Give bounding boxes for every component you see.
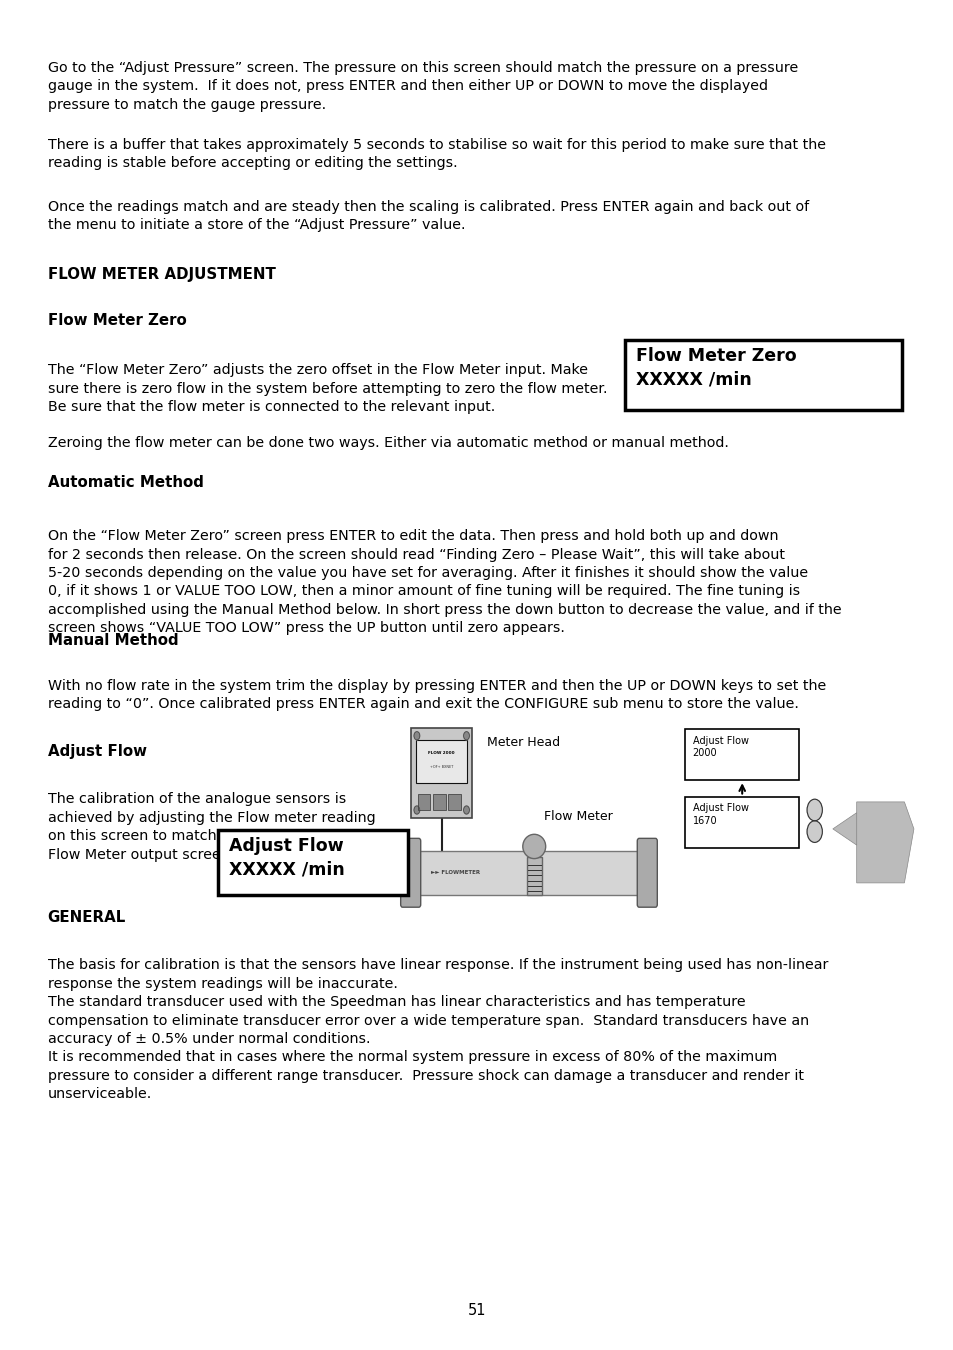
FancyBboxPatch shape	[400, 838, 420, 907]
Text: FLOW 2000: FLOW 2000	[428, 752, 455, 756]
Text: GENERAL: GENERAL	[48, 910, 126, 925]
Polygon shape	[832, 813, 856, 845]
Circle shape	[806, 799, 821, 821]
Text: Adjust Flow
XXXXX /min: Adjust Flow XXXXX /min	[229, 837, 344, 879]
Circle shape	[414, 806, 419, 814]
Text: Flow Meter Zero: Flow Meter Zero	[48, 313, 186, 328]
Text: Go to the “Adjust Pressure” screen. The pressure on this screen should match the: Go to the “Adjust Pressure” screen. The …	[48, 61, 797, 112]
FancyBboxPatch shape	[217, 830, 408, 895]
Text: Zeroing the flow meter can be done two ways. Either via automatic method or manu: Zeroing the flow meter can be done two w…	[48, 436, 728, 450]
Text: There is a buffer that takes approximately 5 seconds to stabilise so wait for th: There is a buffer that takes approximate…	[48, 138, 825, 170]
FancyBboxPatch shape	[684, 729, 799, 780]
Text: Manual Method: Manual Method	[48, 633, 178, 648]
FancyBboxPatch shape	[416, 850, 640, 895]
Text: Flow Meter Zero
XXXXX /min: Flow Meter Zero XXXXX /min	[636, 347, 796, 389]
Text: Adjust Flow
1670: Adjust Flow 1670	[692, 803, 748, 826]
Polygon shape	[856, 802, 913, 883]
FancyBboxPatch shape	[416, 740, 467, 783]
Circle shape	[463, 806, 469, 814]
Bar	[433, 794, 445, 810]
Text: Flow Meter: Flow Meter	[543, 810, 612, 824]
FancyBboxPatch shape	[637, 838, 657, 907]
Text: Automatic Method: Automatic Method	[48, 475, 203, 490]
FancyBboxPatch shape	[684, 796, 799, 848]
Text: With no flow rate in the system trim the display by pressing ENTER and then the : With no flow rate in the system trim the…	[48, 679, 825, 711]
Text: On the “Flow Meter Zero” screen press ENTER to edit the data. Then press and hol: On the “Flow Meter Zero” screen press EN…	[48, 529, 841, 636]
FancyBboxPatch shape	[624, 340, 901, 410]
Text: Adjust Flow
2000: Adjust Flow 2000	[692, 736, 748, 759]
Text: Meter Head: Meter Head	[486, 736, 559, 749]
Circle shape	[463, 732, 469, 740]
Text: Adjust Flow: Adjust Flow	[48, 744, 147, 759]
Text: 51: 51	[467, 1303, 486, 1318]
Ellipse shape	[522, 834, 545, 859]
Circle shape	[414, 732, 419, 740]
Bar	[417, 794, 430, 810]
Text: +OF+ BXNET: +OF+ BXNET	[430, 765, 453, 769]
Text: Once the readings match and are steady then the scaling is calibrated. Press ENT: Once the readings match and are steady t…	[48, 200, 808, 232]
Text: The basis for calibration is that the sensors have linear response. If the instr: The basis for calibration is that the se…	[48, 958, 827, 1102]
Circle shape	[806, 821, 821, 842]
Text: The calibration of the analogue sensors is
achieved by adjusting the Flow meter : The calibration of the analogue sensors …	[48, 792, 375, 861]
FancyBboxPatch shape	[526, 857, 541, 895]
Bar	[448, 794, 460, 810]
Text: The “Flow Meter Zero” adjusts the zero offset in the Flow Meter input. Make
sure: The “Flow Meter Zero” adjusts the zero o…	[48, 363, 606, 414]
Text: FLOW METER ADJUSTMENT: FLOW METER ADJUSTMENT	[48, 267, 275, 282]
Text: ►► FLOWMETER: ►► FLOWMETER	[431, 871, 479, 875]
FancyBboxPatch shape	[411, 728, 472, 818]
